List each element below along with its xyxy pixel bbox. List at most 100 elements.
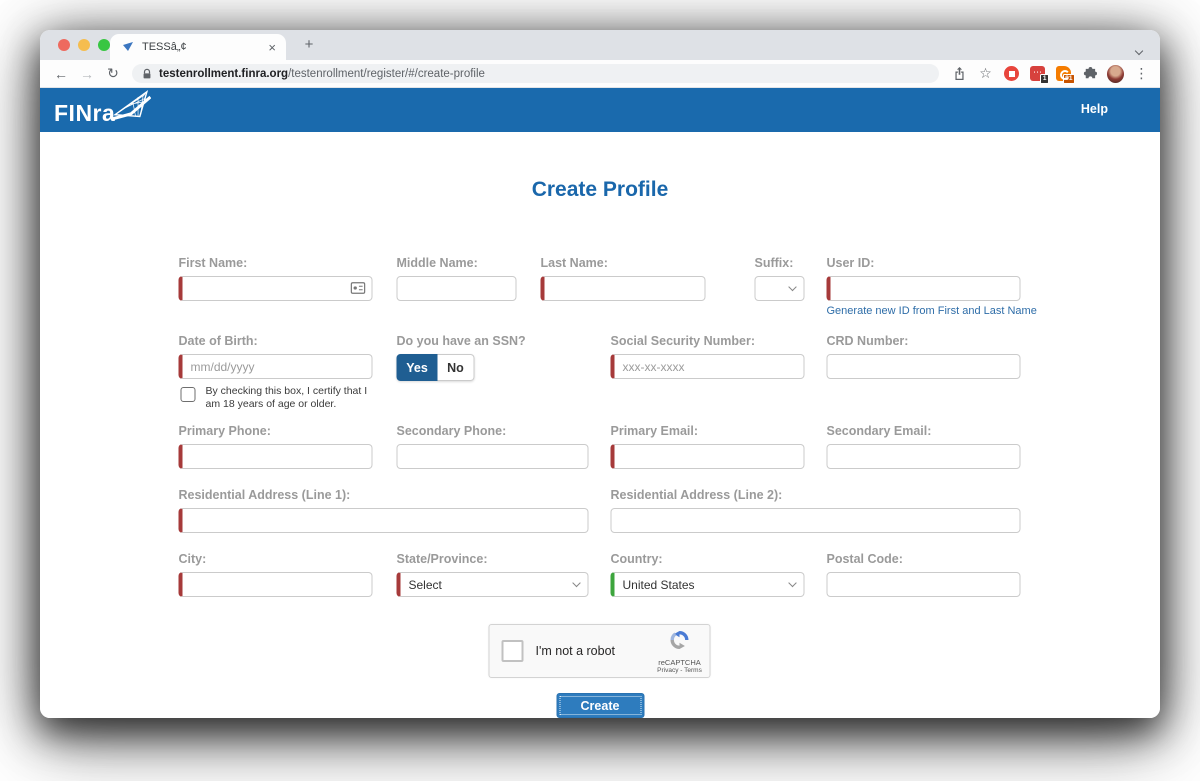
extension-badge: 1 [1040, 74, 1049, 84]
field-postal: Postal Code: [826, 552, 1021, 597]
forward-button[interactable]: → [80, 65, 94, 82]
extension-badge: 91 [1062, 74, 1075, 84]
profile-avatar[interactable] [1107, 64, 1124, 83]
postal-input[interactable] [826, 572, 1021, 597]
finra-logo-text: FINra [54, 100, 116, 126]
field-suffix: Suffix: [754, 256, 805, 301]
create-button[interactable]: Create [556, 693, 644, 718]
browser-window: TESSâ„¢ × + ← → ↻ testenrollment.finra.o… [40, 30, 1160, 718]
secondary-phone-label: Secondary Phone: [396, 424, 507, 438]
field-ssn: Social Security Number: [610, 334, 805, 379]
country-select-value: United States [622, 577, 695, 592]
window-controls [58, 39, 110, 51]
crd-label: CRD Number: [826, 334, 909, 348]
address1-label: Residential Address (Line 1): [178, 488, 351, 502]
suffix-select[interactable] [754, 276, 805, 301]
dob-input[interactable] [178, 354, 373, 379]
ssn-label: Social Security Number: [610, 334, 756, 348]
ssn-question-label: Do you have an SSN? [396, 334, 526, 348]
recaptcha-privacy-terms[interactable]: Privacy - Terms [657, 667, 702, 674]
country-label: Country: [610, 552, 663, 566]
field-date-of-birth: Date of Birth: By checking this box, I c… [178, 334, 373, 411]
secondary-email-label: Secondary Email: [826, 424, 932, 438]
address1-input[interactable] [178, 508, 589, 533]
bookmark-star-icon[interactable]: ☆ [979, 65, 992, 81]
browser-toolbar: ← → ↻ testenrollment.finra.org/testenrol… [40, 60, 1160, 88]
dob-label: Date of Birth: [178, 334, 258, 348]
ssn-no-button[interactable]: No [437, 354, 475, 381]
field-address2: Residential Address (Line 2): [610, 488, 1021, 533]
back-button[interactable]: ← [54, 65, 68, 82]
extension-orange-icon[interactable]: 91 [1055, 65, 1075, 84]
tab-search-chevron-icon[interactable] [1134, 41, 1144, 56]
ssn-yes-button[interactable]: Yes [396, 354, 438, 381]
create-profile-form: First Name: Middle Name: Last Name: Suf [178, 132, 1037, 718]
close-window-button[interactable] [58, 39, 70, 51]
field-state: State/Province: Select [396, 552, 589, 597]
last-name-label: Last Name: [540, 256, 608, 270]
state-label: State/Province: [396, 552, 488, 566]
share-icon[interactable] [951, 65, 968, 82]
primary-phone-input[interactable] [178, 444, 373, 469]
lock-icon [143, 68, 151, 78]
chevron-down-icon [788, 578, 797, 588]
ssn-input[interactable] [610, 354, 805, 379]
first-name-label: First Name: [178, 256, 248, 270]
extension-password-icon[interactable]: ⋯ 1 [1029, 65, 1049, 84]
field-first-name: First Name: [178, 256, 373, 301]
recaptcha-checkbox[interactable] [501, 640, 524, 662]
new-tab-button[interactable]: + [304, 36, 314, 53]
extension-stop-icon[interactable] [1003, 65, 1020, 82]
field-last-name: Last Name: [540, 256, 706, 301]
chevron-down-icon [788, 282, 797, 292]
middle-name-input[interactable] [396, 276, 517, 301]
field-primary-phone: Primary Phone: [178, 424, 373, 469]
help-link[interactable]: Help [1080, 102, 1108, 116]
country-select[interactable]: United States [610, 572, 805, 597]
field-city: City: [178, 552, 373, 597]
zoom-window-button[interactable] [98, 39, 110, 51]
browser-tab[interactable]: TESSâ„¢ × [110, 34, 286, 60]
field-primary-email: Primary Email: [610, 424, 805, 469]
city-input[interactable] [178, 572, 373, 597]
secondary-phone-input[interactable] [396, 444, 589, 469]
page-content: Create Profile First Name: Middle Name: … [40, 132, 1160, 718]
user-id-label: User ID: [826, 256, 875, 270]
user-id-input[interactable] [826, 276, 1021, 301]
address-bar[interactable]: testenrollment.finra.org/testenrollment/… [132, 64, 939, 83]
minimize-window-button[interactable] [78, 39, 90, 51]
state-select-value: Select [408, 577, 442, 592]
address2-input[interactable] [610, 508, 1021, 533]
recaptcha-logo: reCAPTCHA Privacy - Terms [654, 628, 706, 674]
recaptcha-label: I'm not a robot [535, 644, 616, 658]
reload-button[interactable]: ↻ [107, 65, 119, 81]
toolbar-actions: ☆ ⋯ 1 91 ⋮ [951, 64, 1150, 84]
age-certify-checkbox[interactable] [180, 387, 196, 402]
field-crd: CRD Number: [826, 334, 1021, 379]
contact-autofill-icon[interactable] [350, 282, 366, 294]
generate-id-link[interactable]: Generate new ID from First and Last Name [826, 305, 1037, 317]
page-title: Create Profile [531, 178, 669, 201]
address2-label: Residential Address (Line 2): [610, 488, 783, 502]
extensions-puzzle-icon[interactable] [1081, 65, 1098, 82]
crd-input[interactable] [826, 354, 1021, 379]
ssn-toggle: Yes No [396, 354, 475, 381]
browser-menu-icon[interactable]: ⋮ [1134, 65, 1149, 81]
url-path: /testenrollment/register/#/create-profil… [288, 67, 485, 80]
first-name-input[interactable] [178, 276, 373, 301]
finra-logo: FINra [54, 90, 152, 128]
tab-strip: TESSâ„¢ × + [40, 30, 1160, 60]
tess-favicon-icon [123, 42, 133, 51]
state-select[interactable]: Select [396, 572, 589, 597]
url-text: testenrollment.finra.org/testenrollment/… [159, 68, 485, 80]
last-name-input[interactable] [540, 276, 706, 301]
secondary-email-input[interactable] [826, 444, 1021, 469]
field-country: Country: United States [610, 552, 805, 597]
tab-close-icon[interactable]: × [268, 39, 276, 55]
tab-title: TESSâ„¢ [142, 41, 187, 53]
primary-email-input[interactable] [610, 444, 805, 469]
field-secondary-email: Secondary Email: [826, 424, 1021, 469]
city-label: City: [178, 552, 207, 566]
finra-sail-icon [111, 90, 152, 120]
primary-email-label: Primary Email: [610, 424, 699, 438]
